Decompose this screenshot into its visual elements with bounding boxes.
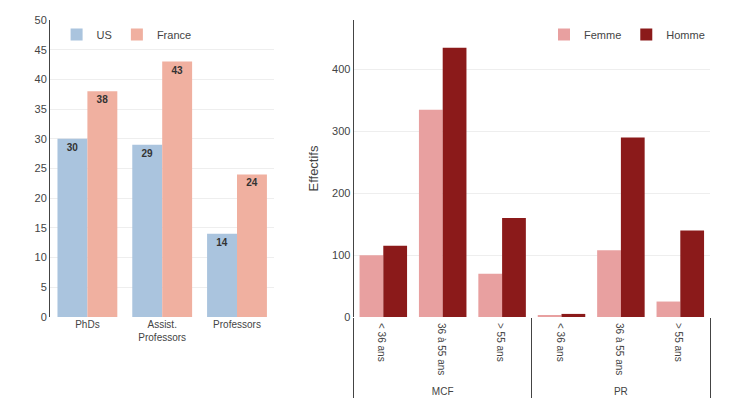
- svg-text:36 à 55 ans: 36 à 55 ans: [614, 323, 625, 375]
- svg-text:30: 30: [67, 142, 79, 153]
- svg-text:Professors: Professors: [213, 319, 261, 330]
- svg-text:US: US: [97, 29, 112, 41]
- svg-text:Effectifs: Effectifs: [306, 145, 321, 192]
- svg-text:35: 35: [35, 103, 47, 115]
- svg-text:10: 10: [35, 251, 47, 263]
- svg-text:Homme: Homme: [666, 29, 705, 41]
- svg-text:PR: PR: [614, 386, 628, 397]
- svg-text:100: 100: [332, 249, 350, 261]
- svg-text:43: 43: [171, 65, 183, 76]
- svg-text:200: 200: [332, 187, 350, 199]
- svg-text:400: 400: [332, 63, 350, 75]
- svg-text:> 55 ans: > 55 ans: [495, 323, 506, 362]
- svg-text:40: 40: [35, 73, 47, 85]
- svg-text:< 36 ans: < 36 ans: [555, 323, 566, 362]
- svg-text:> 55 ans: > 55 ans: [673, 323, 684, 362]
- svg-text:36 à 55 ans: 36 à 55 ans: [436, 323, 447, 375]
- svg-text:14: 14: [216, 237, 228, 248]
- svg-text:Femme: Femme: [584, 29, 621, 41]
- svg-text:50: 50: [35, 14, 47, 26]
- svg-text:45: 45: [35, 44, 47, 56]
- svg-text:29: 29: [141, 148, 153, 159]
- svg-text:MCF: MCF: [432, 386, 454, 397]
- svg-text:38: 38: [97, 94, 109, 105]
- svg-text:France: France: [157, 29, 191, 41]
- svg-text:PhDs: PhDs: [75, 319, 99, 330]
- svg-text:< 36 ans: < 36 ans: [376, 323, 387, 362]
- svg-text:0: 0: [344, 311, 350, 323]
- svg-text:30: 30: [35, 133, 47, 145]
- svg-text:0: 0: [41, 311, 47, 323]
- svg-text:25: 25: [35, 162, 47, 174]
- svg-text:15: 15: [35, 222, 47, 234]
- svg-text:300: 300: [332, 125, 350, 137]
- svg-text:24: 24: [246, 177, 258, 188]
- svg-text:Assist.Professors: Assist.Professors: [138, 319, 186, 343]
- svg-text:20: 20: [35, 192, 47, 204]
- svg-text:5: 5: [41, 281, 47, 293]
